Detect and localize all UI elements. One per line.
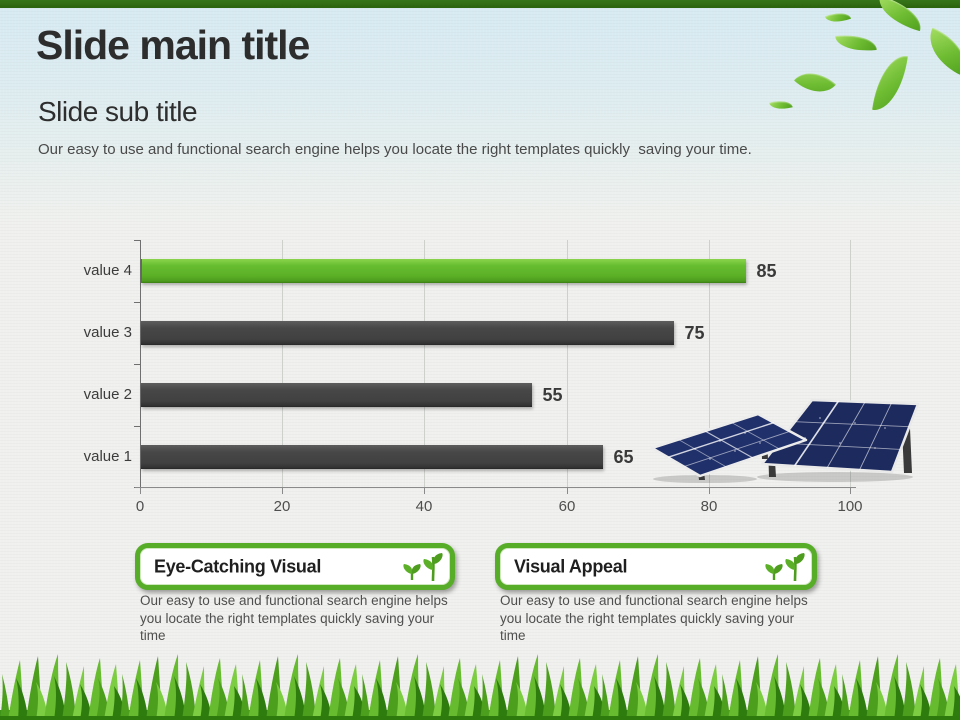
sprout-icon xyxy=(403,553,443,582)
slide-title: Slide main title xyxy=(36,22,310,68)
top-accent-bar xyxy=(0,0,960,8)
x-axis-tick xyxy=(140,488,141,494)
x-axis-line xyxy=(135,487,856,488)
x-axis-tick xyxy=(850,488,851,494)
y-axis-tick xyxy=(134,302,140,303)
solar-panels-illustration xyxy=(650,398,920,483)
bar-value1 xyxy=(141,445,603,469)
data-label: 75 xyxy=(684,322,705,343)
y-axis-tick xyxy=(134,426,140,427)
x-tick-label: 100 xyxy=(837,498,863,515)
gridline xyxy=(424,240,425,488)
sprout-icon xyxy=(765,553,805,582)
bar-row: 65 xyxy=(141,445,851,469)
bar-row: 85 xyxy=(141,259,851,283)
data-label: 65 xyxy=(613,446,634,467)
leaf-icon xyxy=(835,31,877,55)
callout-description: Our easy to use and functional search en… xyxy=(500,593,808,643)
x-tick-label: 0 xyxy=(135,498,145,515)
y-axis-tick xyxy=(134,364,140,365)
category-label: value 2 xyxy=(83,386,132,403)
category-label: value 1 xyxy=(83,448,132,465)
gridline xyxy=(567,240,568,488)
bar-row: 75 xyxy=(141,321,851,345)
data-label: 85 xyxy=(756,260,777,281)
x-tick-label: 60 xyxy=(558,498,576,515)
slide-subtitle: Slide sub title xyxy=(38,96,198,127)
bar-chart: value 4 value 3 value 2 value 1 85 75 55… xyxy=(84,240,863,515)
y-axis-tick xyxy=(134,240,140,241)
bar-value2 xyxy=(141,383,532,407)
callout-title: Visual Appeal xyxy=(514,556,628,576)
y-axis-line xyxy=(140,240,141,488)
x-tick-label: 40 xyxy=(415,498,433,515)
grass-illustration xyxy=(0,654,960,720)
leaf-icon xyxy=(794,61,836,104)
x-axis-tick xyxy=(424,488,425,494)
x-axis-tick xyxy=(567,488,568,494)
leaf-icon xyxy=(824,8,852,27)
slide-description: Our easy to use and functional search en… xyxy=(38,141,752,158)
leaf-icon xyxy=(769,97,793,113)
gridline xyxy=(282,240,283,488)
leaf-icon xyxy=(872,52,908,114)
data-label: 55 xyxy=(542,384,563,405)
x-axis-tick xyxy=(282,488,283,494)
callout-box-visual-appeal: Visual Appeal xyxy=(495,543,817,590)
bar-value4 xyxy=(141,259,746,283)
callout-description: Our easy to use and functional search en… xyxy=(140,593,448,643)
gridline xyxy=(709,240,710,488)
bar-row: 55 xyxy=(141,383,851,407)
category-label: value 3 xyxy=(83,324,132,341)
callout-title: Eye-Catching Visual xyxy=(154,556,322,576)
gridline xyxy=(850,240,851,488)
x-tick-label: 20 xyxy=(273,498,291,515)
category-label: value 4 xyxy=(83,262,132,279)
leaf-icon xyxy=(919,27,960,77)
callout-box-eye-catching: Eye-Catching Visual xyxy=(135,543,455,590)
x-axis-tick xyxy=(709,488,710,494)
bar-value3 xyxy=(141,321,674,345)
x-tick-label: 80 xyxy=(700,498,718,515)
